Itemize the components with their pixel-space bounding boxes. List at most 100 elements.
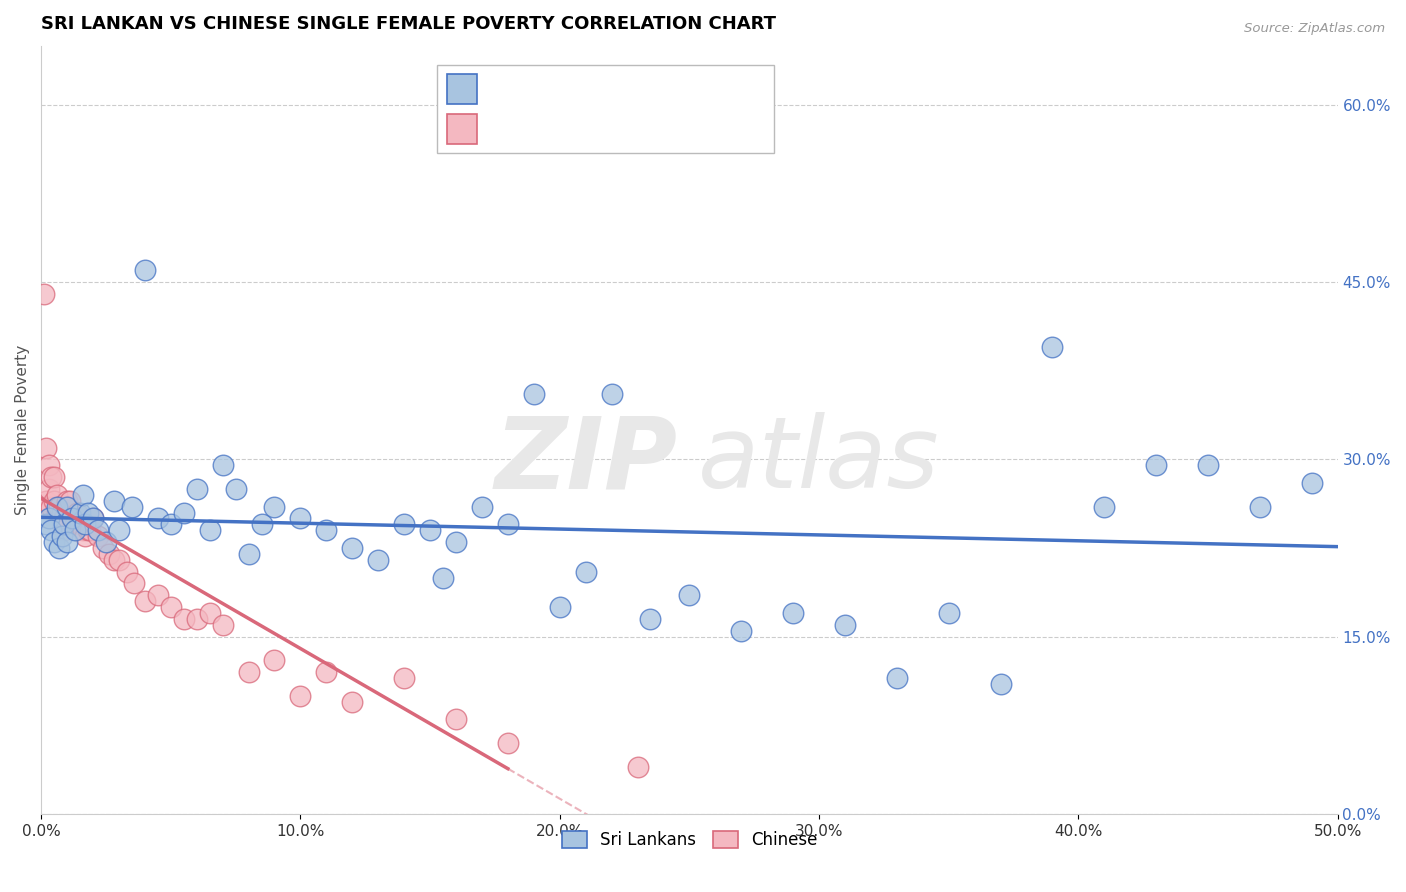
Point (38, 511, 60, 525)
Point (186, 482, 208, 496)
Point (63, 517, 86, 532)
Point (146, 588, 169, 602)
Point (72, 523, 94, 537)
Point (48, 500, 70, 514)
Text: Source: ZipAtlas.com: Source: ZipAtlas.com (1244, 22, 1385, 36)
Point (41, 523, 63, 537)
Point (250, 517, 273, 532)
Point (834, 617, 856, 632)
Point (75, 529, 97, 543)
Point (103, 553, 125, 567)
Point (79, 523, 101, 537)
Legend: Sri Lankans, Chinese: Sri Lankans, Chinese (555, 824, 824, 855)
Point (444, 535, 467, 549)
Point (730, 624, 752, 638)
Point (211, 458, 233, 473)
Point (63, 523, 86, 537)
Point (35, 493, 58, 508)
Point (103, 493, 125, 508)
Point (121, 500, 143, 514)
Point (38, 458, 60, 473)
Point (225, 482, 247, 496)
Point (159, 600, 181, 615)
Point (66, 506, 89, 520)
Point (82, 511, 104, 525)
Point (1144, 458, 1167, 473)
Point (342, 541, 364, 555)
Point (41, 500, 63, 514)
Point (56, 500, 79, 514)
Point (45, 488, 67, 502)
Point (72, 488, 94, 502)
Text: atlas: atlas (699, 412, 939, 509)
Point (42, 493, 65, 508)
Point (290, 511, 312, 525)
Point (76, 523, 98, 537)
Point (211, 617, 233, 632)
Point (392, 517, 415, 532)
Point (1197, 458, 1219, 473)
Point (87, 529, 110, 543)
Y-axis label: Single Female Poverty: Single Female Poverty (15, 344, 30, 515)
Point (48, 541, 70, 555)
Point (35, 441, 58, 455)
Point (315, 665, 337, 679)
Text: ZIP: ZIP (494, 412, 678, 509)
Point (1092, 500, 1115, 514)
Point (60, 511, 83, 525)
Point (45, 500, 67, 514)
Point (444, 712, 467, 726)
Point (51, 529, 73, 543)
Point (41, 470, 63, 484)
Point (42, 535, 65, 549)
Point (115, 565, 138, 579)
Point (1249, 500, 1271, 514)
Point (82, 511, 104, 525)
Point (76, 506, 98, 520)
Point (108, 553, 131, 567)
Point (146, 511, 169, 525)
Point (53, 511, 76, 525)
Point (32, 500, 55, 514)
Point (782, 606, 804, 620)
Point (69, 506, 91, 520)
Point (45, 506, 67, 520)
Point (186, 612, 208, 626)
Text: SRI LANKAN VS CHINESE SINGLE FEMALE POVERTY CORRELATION CHART: SRI LANKAN VS CHINESE SINGLE FEMALE POVE… (41, 15, 776, 33)
Point (367, 553, 389, 567)
Point (600, 387, 623, 401)
Point (938, 606, 960, 620)
Point (342, 695, 364, 709)
Point (471, 500, 494, 514)
Point (263, 653, 285, 667)
Point (419, 523, 441, 537)
Point (523, 387, 546, 401)
Point (640, 612, 662, 626)
Point (93, 541, 115, 555)
Point (548, 600, 571, 615)
Point (198, 523, 221, 537)
Point (496, 517, 519, 532)
Point (56, 535, 79, 549)
Point (238, 665, 260, 679)
Point (432, 570, 454, 584)
Point (51, 506, 73, 520)
Point (990, 677, 1012, 691)
Point (42, 470, 65, 484)
Point (392, 671, 415, 685)
Point (51, 517, 73, 532)
Point (886, 671, 908, 685)
Point (56, 493, 79, 508)
Point (134, 263, 156, 277)
Point (678, 588, 700, 602)
Point (59, 493, 82, 508)
Point (173, 612, 195, 626)
Point (48, 500, 70, 514)
Point (198, 606, 221, 620)
Point (173, 506, 195, 520)
Point (263, 500, 285, 514)
Point (69, 517, 91, 532)
Point (124, 576, 146, 591)
Point (53, 517, 76, 532)
Point (97, 547, 120, 561)
